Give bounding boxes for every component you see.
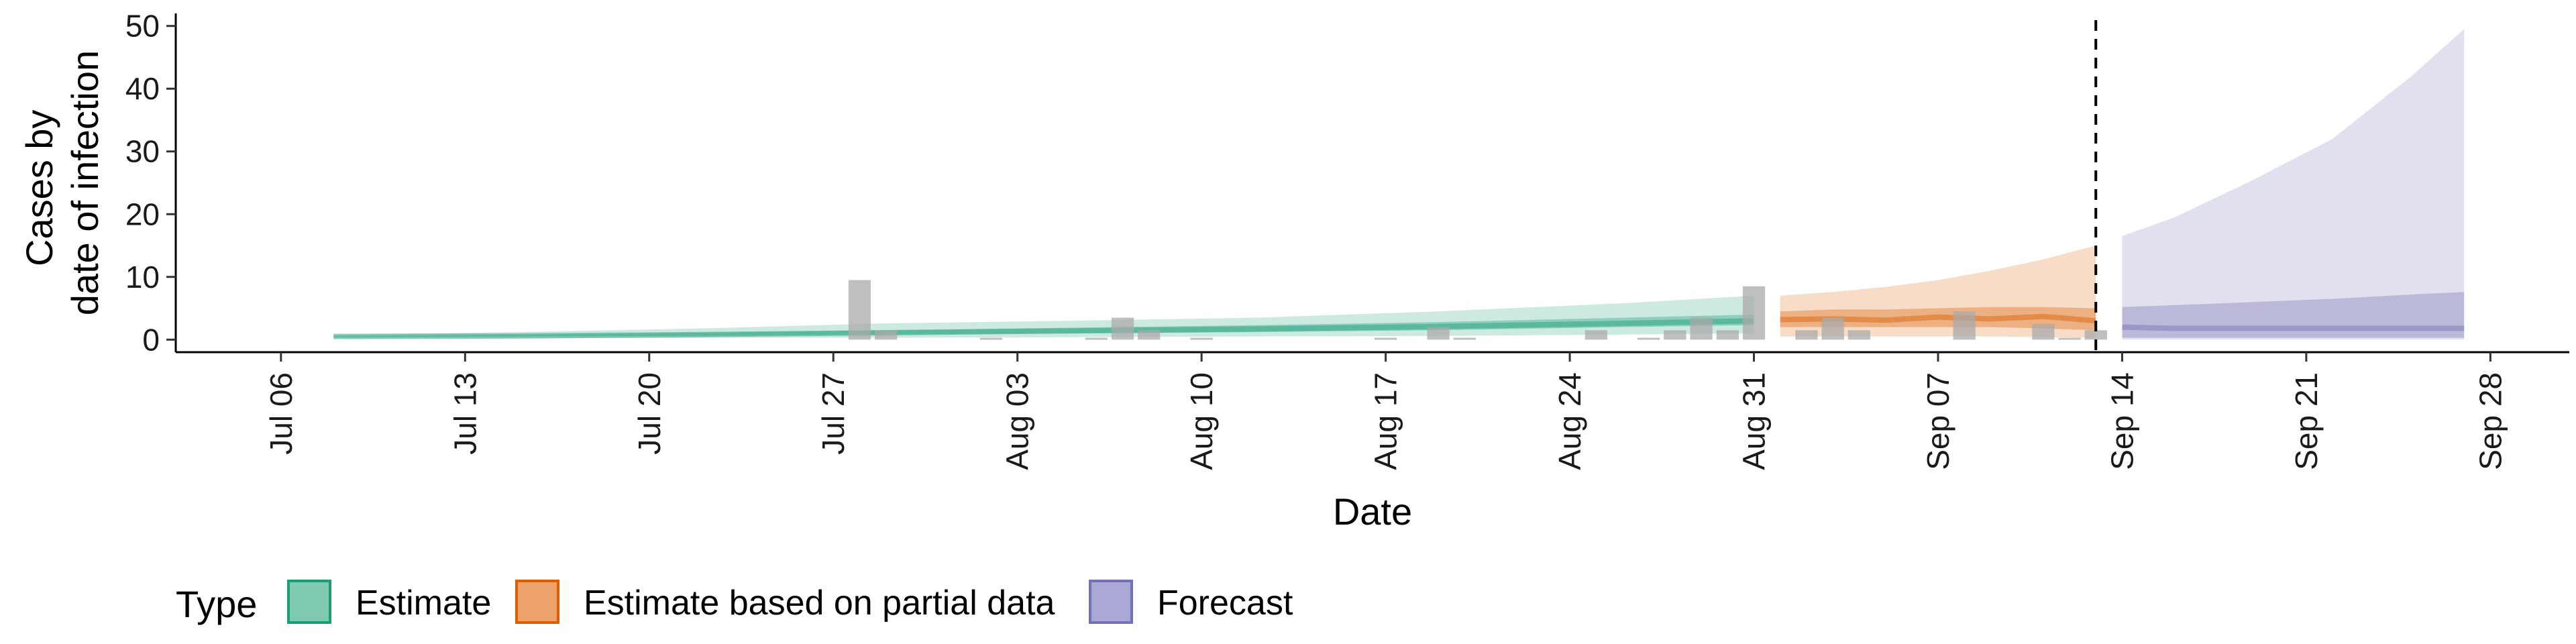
- observed-case-bar: [1847, 330, 1870, 340]
- observed-case-bar: [1690, 317, 1713, 340]
- x-tick-label: Jul 13: [447, 372, 482, 455]
- x-tick-label: Sep 28: [2473, 372, 2508, 470]
- x-tick-label: Aug 10: [1184, 372, 1219, 470]
- x-tick-label: Jul 20: [632, 372, 667, 455]
- x-tick-label: Aug 17: [1368, 372, 1403, 470]
- estimate-based-on-partial-data-outer-band: [1780, 246, 2096, 338]
- x-axis-title: Date: [1333, 490, 1412, 533]
- x-tick-label: Jul 27: [816, 372, 851, 455]
- observed-case-bar: [1190, 337, 1213, 340]
- observed-case-bar: [1585, 330, 1607, 340]
- observed-case-bar: [2032, 323, 2055, 340]
- x-tick-label: Aug 24: [1552, 372, 1587, 470]
- y-tick-label: 0: [142, 322, 160, 357]
- x-tick-label: Jul 06: [264, 372, 299, 455]
- forecast-median-line: [2122, 324, 2465, 331]
- observed-case-bar: [1138, 330, 1161, 340]
- legend-label: Estimate: [356, 584, 491, 623]
- forecast-inner-band: [2122, 292, 2465, 338]
- x-axis: Jul 06 Jul 13 Jul 20 Jul 27 Aug 03 Aug 10 Aug …: [176, 351, 2569, 470]
- observed-case-bar: [1716, 330, 1739, 340]
- y-tick-label: 10: [125, 260, 160, 294]
- y-tick-label: 20: [125, 197, 160, 231]
- legend-swatch: [1089, 580, 1133, 624]
- observed-case-bar: [1795, 330, 1818, 340]
- y-tick-label: 50: [125, 9, 160, 44]
- y-axis-title-line-2: date of infection: [64, 50, 106, 315]
- y-tick-label: 40: [125, 71, 160, 106]
- legend-title: Type: [176, 583, 257, 625]
- forecast-outer-band: [2122, 29, 2465, 340]
- observed-case-bar: [1821, 317, 1844, 340]
- observed-case-bar: [2058, 337, 2081, 340]
- plot-area: [333, 20, 2465, 352]
- observed-case-bar: [1085, 337, 1108, 340]
- y-tick-label: 30: [125, 134, 160, 169]
- observed-case-bar: [1742, 286, 1766, 340]
- estimate-median-line: [333, 318, 1754, 339]
- estimate-based-on-partial-data-inner-band: [1780, 307, 2096, 331]
- x-tick-label: Sep 07: [1921, 372, 1955, 470]
- estimate-outer-band: [333, 295, 1754, 339]
- estimate-inner-band: [333, 314, 1754, 337]
- y-axis-title-line-1: Cases by: [18, 110, 60, 266]
- legend-label: Estimate based on partial data: [584, 584, 1055, 623]
- observed-case-bar: [1453, 337, 1476, 340]
- observed-case-bar: [1664, 330, 1686, 340]
- x-tick-label: Aug 03: [1000, 372, 1035, 470]
- observed-case-bar: [1953, 311, 1976, 340]
- observed-case-bar: [875, 330, 898, 340]
- y-axis-title: Cases by date of infection: [18, 50, 106, 315]
- observed-case-bar: [1111, 317, 1134, 340]
- y-axis: 0 10 20 30 40 50: [125, 9, 177, 357]
- x-tick-label: Aug 31: [1737, 372, 1772, 470]
- observed-case-bar: [2084, 330, 2107, 340]
- legend: Type Estimate Estimate based on partial d…: [176, 580, 1293, 625]
- observed-case-bar: [1374, 337, 1397, 340]
- legend-label: Forecast: [1157, 584, 1293, 623]
- observed-case-bar: [979, 337, 1003, 340]
- x-tick-label: Sep 21: [2289, 372, 2324, 470]
- x-tick-label: Sep 14: [2105, 372, 2140, 470]
- observed-case-bar: [1638, 337, 1660, 340]
- observed-case-bar: [848, 280, 871, 340]
- legend-swatch: [515, 580, 559, 624]
- observed-case-bar: [1427, 327, 1450, 340]
- legend-swatch: [287, 580, 331, 624]
